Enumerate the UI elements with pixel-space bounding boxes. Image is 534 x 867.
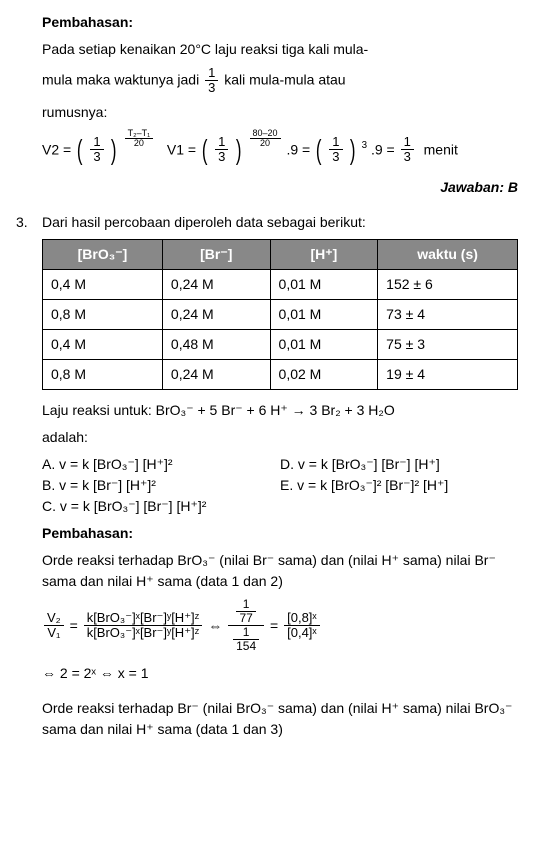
- fraction: 1 3: [401, 135, 414, 165]
- conclusion: ⇔ 2 = 2ˣ ⇔ x = 1: [42, 663, 518, 684]
- table-cell: 0,48 M: [162, 329, 270, 359]
- table-cell: 73 ± 4: [378, 299, 518, 329]
- exponent: T₂–T₁ 20: [123, 129, 156, 150]
- exponent: 3: [362, 140, 367, 151]
- pembahasan-title: Pembahasan:: [42, 12, 518, 33]
- denominator: 3: [401, 150, 414, 164]
- paren-icon: (: [202, 129, 208, 171]
- denominator: 1 154: [228, 626, 264, 653]
- table-cell: 152 ± 6: [378, 269, 518, 299]
- numerator: 1: [401, 135, 414, 150]
- table-header: [H⁺]: [270, 239, 378, 269]
- fraction: 1 3: [205, 66, 218, 96]
- numerator: 1 77: [228, 598, 264, 626]
- denominator: 20: [250, 139, 281, 149]
- denominator: k[BrO₃⁻]ˣ[Br⁻]ʸ[H⁺]ᶻ: [84, 626, 203, 640]
- text-line: rumusnya:: [42, 102, 518, 123]
- table-cell: 0,24 M: [162, 359, 270, 389]
- text-line: mula maka waktunya jadi 1 3 kali mula-mu…: [42, 66, 518, 96]
- numerator: 1: [329, 135, 342, 150]
- reaction-line: adalah:: [42, 427, 518, 448]
- table-row: 0,4 M 0,48 M 0,01 M 75 ± 3: [43, 329, 518, 359]
- question-stem: Dari hasil percobaan diperoleh data seba…: [42, 212, 518, 233]
- text: .9 =: [371, 141, 395, 157]
- numerator: 1: [215, 135, 228, 150]
- paren-icon: (: [77, 129, 83, 171]
- denominator: 3: [205, 81, 218, 95]
- v1-label: V1 =: [167, 141, 196, 157]
- data-table: [BrO₃⁻] [Br⁻] [H⁺] waktu (s) 0,4 M 0,24 …: [42, 239, 518, 390]
- paren-icon: (: [316, 129, 322, 171]
- pembahasan-title: Pembahasan:: [42, 523, 518, 544]
- text: .9 =: [286, 141, 310, 157]
- table-header: waktu (s): [378, 239, 518, 269]
- explanation-text: Orde reaksi terhadap Br⁻ (nilai BrO₃⁻ sa…: [42, 698, 518, 740]
- numerator: 1: [90, 135, 103, 150]
- table-cell: 19 ± 4: [378, 359, 518, 389]
- denominator: V₁: [44, 626, 64, 640]
- unit: menit: [424, 141, 458, 157]
- denominator: 77: [236, 612, 255, 625]
- option-e: E. v = k [BrO₃⁻]² [Br⁻]² [H⁺]: [280, 475, 518, 496]
- table-cell: 0,8 M: [43, 359, 163, 389]
- numerator: 1: [236, 598, 255, 612]
- numerator: k[BrO₃⁻]ˣ[Br⁻]ʸ[H⁺]ᶻ: [84, 611, 203, 626]
- table-row: 0,8 M 0,24 M 0,01 M 73 ± 4: [43, 299, 518, 329]
- table-cell: 0,01 M: [270, 269, 378, 299]
- denominator: 3: [215, 150, 228, 164]
- options: A. v = k [BrO₃⁻] [H⁺]² D. v = k [BrO₃⁻] …: [42, 454, 518, 517]
- table-cell: 0,01 M: [270, 299, 378, 329]
- fraction: 1 3: [215, 135, 228, 165]
- fraction: 1 77 1 154: [228, 598, 264, 654]
- option-a: A. v = k [BrO₃⁻] [H⁺]²: [42, 454, 280, 475]
- table-cell: 0,01 M: [270, 329, 378, 359]
- table-header: [BrO₃⁻]: [43, 239, 163, 269]
- numerator: [0,8]ˣ: [284, 611, 320, 626]
- table-cell: 0,24 M: [162, 269, 270, 299]
- paren-icon: ): [350, 129, 356, 171]
- table-row: 0,8 M 0,24 M 0,02 M 19 ± 4: [43, 359, 518, 389]
- denominator: [0,4]ˣ: [284, 626, 320, 640]
- fraction: 1 3: [90, 135, 103, 165]
- v2-label: V2 =: [42, 141, 71, 157]
- table-cell: 0,02 M: [270, 359, 378, 389]
- numerator: 1: [233, 626, 259, 640]
- fraction: [0,8]ˣ [0,4]ˣ: [284, 611, 320, 641]
- table-cell: 0,8 M: [43, 299, 163, 329]
- denominator: 3: [90, 150, 103, 164]
- table-cell: 0,4 M: [43, 329, 163, 359]
- option-c: C. v = k [BrO₃⁻] [Br⁻] [H⁺]²: [42, 496, 280, 517]
- answer-label: Jawaban: B: [42, 177, 518, 198]
- table-cell: 75 ± 3: [378, 329, 518, 359]
- denominator: 20: [125, 139, 154, 149]
- paren-icon: ): [236, 129, 242, 171]
- table-cell: 0,4 M: [43, 269, 163, 299]
- fraction: V₂ V₁: [44, 611, 64, 641]
- formula: V2 = ( 1 3 ) T₂–T₁ 20 V1 = ( 1 3 ) 80–20…: [42, 129, 518, 171]
- numerator: 1: [205, 66, 218, 81]
- reaction-line: Laju reaksi untuk: BrO₃⁻ + 5 Br⁻ + 6 H⁺ …: [42, 400, 518, 421]
- option-b: B. v = k [Br⁻] [H⁺]²: [42, 475, 280, 496]
- table-row: 0,4 M 0,24 M 0,01 M 152 ± 6: [43, 269, 518, 299]
- table-cell: 0,24 M: [162, 299, 270, 329]
- denominator: 154: [233, 640, 259, 653]
- paren-icon: ): [111, 129, 117, 171]
- text: kali mula-mula atau: [224, 72, 345, 88]
- explanation-text: Orde reaksi terhadap BrO₃⁻ (nilai Br⁻ sa…: [42, 550, 518, 592]
- table-header: [Br⁻]: [162, 239, 270, 269]
- text-line: Pada setiap kenaikan 20°C laju reaksi ti…: [42, 39, 518, 60]
- question-number: 3.: [16, 212, 42, 747]
- denominator: 3: [329, 150, 342, 164]
- fraction: 1 3: [329, 135, 342, 165]
- option-d: D. v = k [BrO₃⁻] [Br⁻] [H⁺]: [280, 454, 518, 475]
- numerator: V₂: [44, 611, 64, 626]
- exponent: 80–20 20: [248, 129, 283, 150]
- text: mula maka waktunya jadi: [42, 72, 199, 88]
- fraction: k[BrO₃⁻]ˣ[Br⁻]ʸ[H⁺]ᶻ k[BrO₃⁻]ˣ[Br⁻]ʸ[H⁺]…: [84, 611, 203, 641]
- formula: V₂ V₁ = k[BrO₃⁻]ˣ[Br⁻]ʸ[H⁺]ᶻ k[BrO₃⁻]ˣ[B…: [42, 598, 518, 654]
